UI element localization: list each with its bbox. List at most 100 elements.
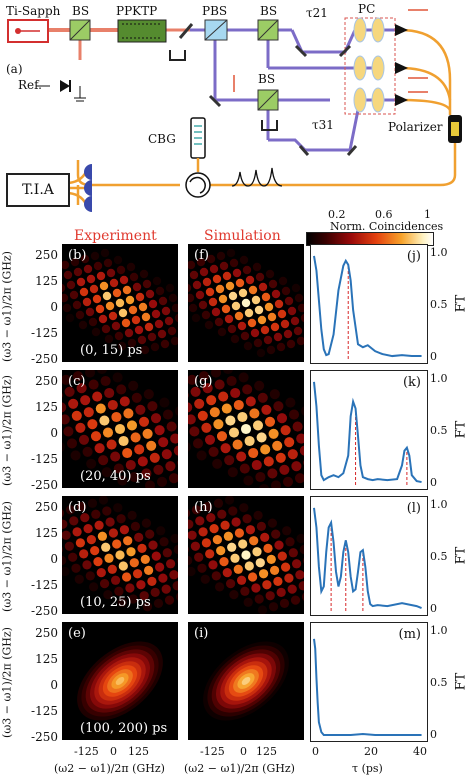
heat-spot xyxy=(89,284,99,294)
heat-spot xyxy=(209,523,219,534)
heat-spot xyxy=(216,545,226,556)
heat-spot xyxy=(134,444,145,455)
heat-spot xyxy=(92,391,103,402)
y-tick-row4-4: -125 xyxy=(31,704,58,718)
y-tick-row1-3: 0 xyxy=(50,300,58,314)
heat-spot xyxy=(291,461,302,472)
laser-dot-icon xyxy=(15,28,21,34)
heat-spot xyxy=(296,533,304,544)
beamsplitter-1-diag xyxy=(69,19,91,41)
ft-svg xyxy=(313,638,422,737)
heat-spot xyxy=(79,549,89,559)
heat-spot xyxy=(82,446,93,457)
y-tick-row3-2: 125 xyxy=(35,526,58,540)
y-tick-row1-4: -125 xyxy=(31,326,58,340)
heat-spot xyxy=(69,516,79,526)
heat-spot xyxy=(116,265,126,275)
heat-spot xyxy=(190,541,201,551)
heat-spot xyxy=(253,510,263,521)
heat-spot xyxy=(101,467,112,478)
heat-spot xyxy=(70,257,80,267)
heat-spot xyxy=(84,370,96,378)
heat-spot xyxy=(230,553,240,563)
heat-spot xyxy=(254,594,264,604)
heat-spot xyxy=(198,300,208,310)
heat-spot xyxy=(88,317,98,327)
bs2-label: BS xyxy=(260,4,278,18)
heat-spot xyxy=(126,262,136,272)
heat-spot xyxy=(225,578,236,589)
heat-spot xyxy=(225,415,236,426)
heat-spot xyxy=(153,598,164,609)
heat-spot xyxy=(150,587,160,598)
heat-spot xyxy=(258,282,268,292)
heat-spot xyxy=(274,540,284,550)
setup-diagram xyxy=(7,9,462,212)
heat-spot xyxy=(261,404,272,415)
heat-spot xyxy=(251,295,261,305)
heat-spot xyxy=(205,549,215,559)
heat-spot xyxy=(154,425,165,436)
tia-box: T.I.A xyxy=(6,173,70,207)
heat-spot xyxy=(103,589,113,600)
ft-plot-l: (l) xyxy=(310,496,428,616)
tau-tick-1: 0 xyxy=(312,745,319,758)
heat-spot xyxy=(284,296,294,306)
ft-y-tick: 0 xyxy=(430,728,437,741)
heat-spot xyxy=(64,541,75,551)
heat-spot xyxy=(125,295,135,305)
heat-spot xyxy=(188,519,194,529)
heat-spot xyxy=(141,518,152,528)
heat-spot xyxy=(135,292,145,302)
heat-spot xyxy=(94,443,105,454)
heat-spot xyxy=(123,408,134,419)
ft-axis-label: FT xyxy=(453,672,469,691)
heat-spot xyxy=(224,496,235,505)
heat-spot xyxy=(156,526,166,536)
x-tick-sim-2: 0 xyxy=(240,745,247,758)
ft-series-line xyxy=(313,255,422,358)
heat-spot xyxy=(62,293,69,303)
heat-spot xyxy=(198,371,210,382)
heat-spot xyxy=(267,312,277,322)
heat-spot xyxy=(216,251,226,261)
heat-spot xyxy=(199,267,209,277)
heat-spot xyxy=(265,591,275,601)
heat-spot xyxy=(248,447,259,459)
heat-contour xyxy=(115,677,125,685)
beam-dump-2-icon xyxy=(261,120,278,131)
heat-spot xyxy=(291,283,301,293)
heat-spot xyxy=(245,525,256,535)
heat-spot xyxy=(95,403,106,414)
heat-spot xyxy=(101,324,111,334)
heat-spot xyxy=(174,313,178,323)
ft-y-tick: 1.0 xyxy=(430,246,448,259)
polarizer-core xyxy=(451,122,459,136)
heat-spot xyxy=(130,521,141,532)
heat-spot xyxy=(75,310,85,320)
heat-spot xyxy=(171,303,178,313)
ft-y-tick: 0.5 xyxy=(430,424,448,437)
heat-spot xyxy=(168,293,178,303)
heat-spot xyxy=(139,591,149,601)
heat-spot xyxy=(169,570,178,580)
heat-spot xyxy=(273,576,283,587)
heat-spot xyxy=(298,581,304,591)
heat-spot xyxy=(268,428,279,439)
heat-spot xyxy=(170,533,178,544)
ft-y-tick: 1.0 xyxy=(430,498,448,511)
heat-spot xyxy=(141,312,151,322)
x-tick-exp-1: -125 xyxy=(74,745,99,758)
tau-tick-3: 40 xyxy=(413,745,427,758)
heat-spot xyxy=(208,446,219,457)
heat-spot xyxy=(230,334,240,344)
heat-spot xyxy=(112,539,122,549)
heat-spot xyxy=(168,473,178,484)
heat-spot xyxy=(284,573,294,583)
heat-spot xyxy=(127,338,137,348)
heat-spot xyxy=(107,399,118,411)
detector-3-icon xyxy=(84,196,92,212)
y-tick-row2-5: -250 xyxy=(31,478,58,492)
heat-spot xyxy=(188,260,196,270)
heat-spot xyxy=(188,555,193,566)
